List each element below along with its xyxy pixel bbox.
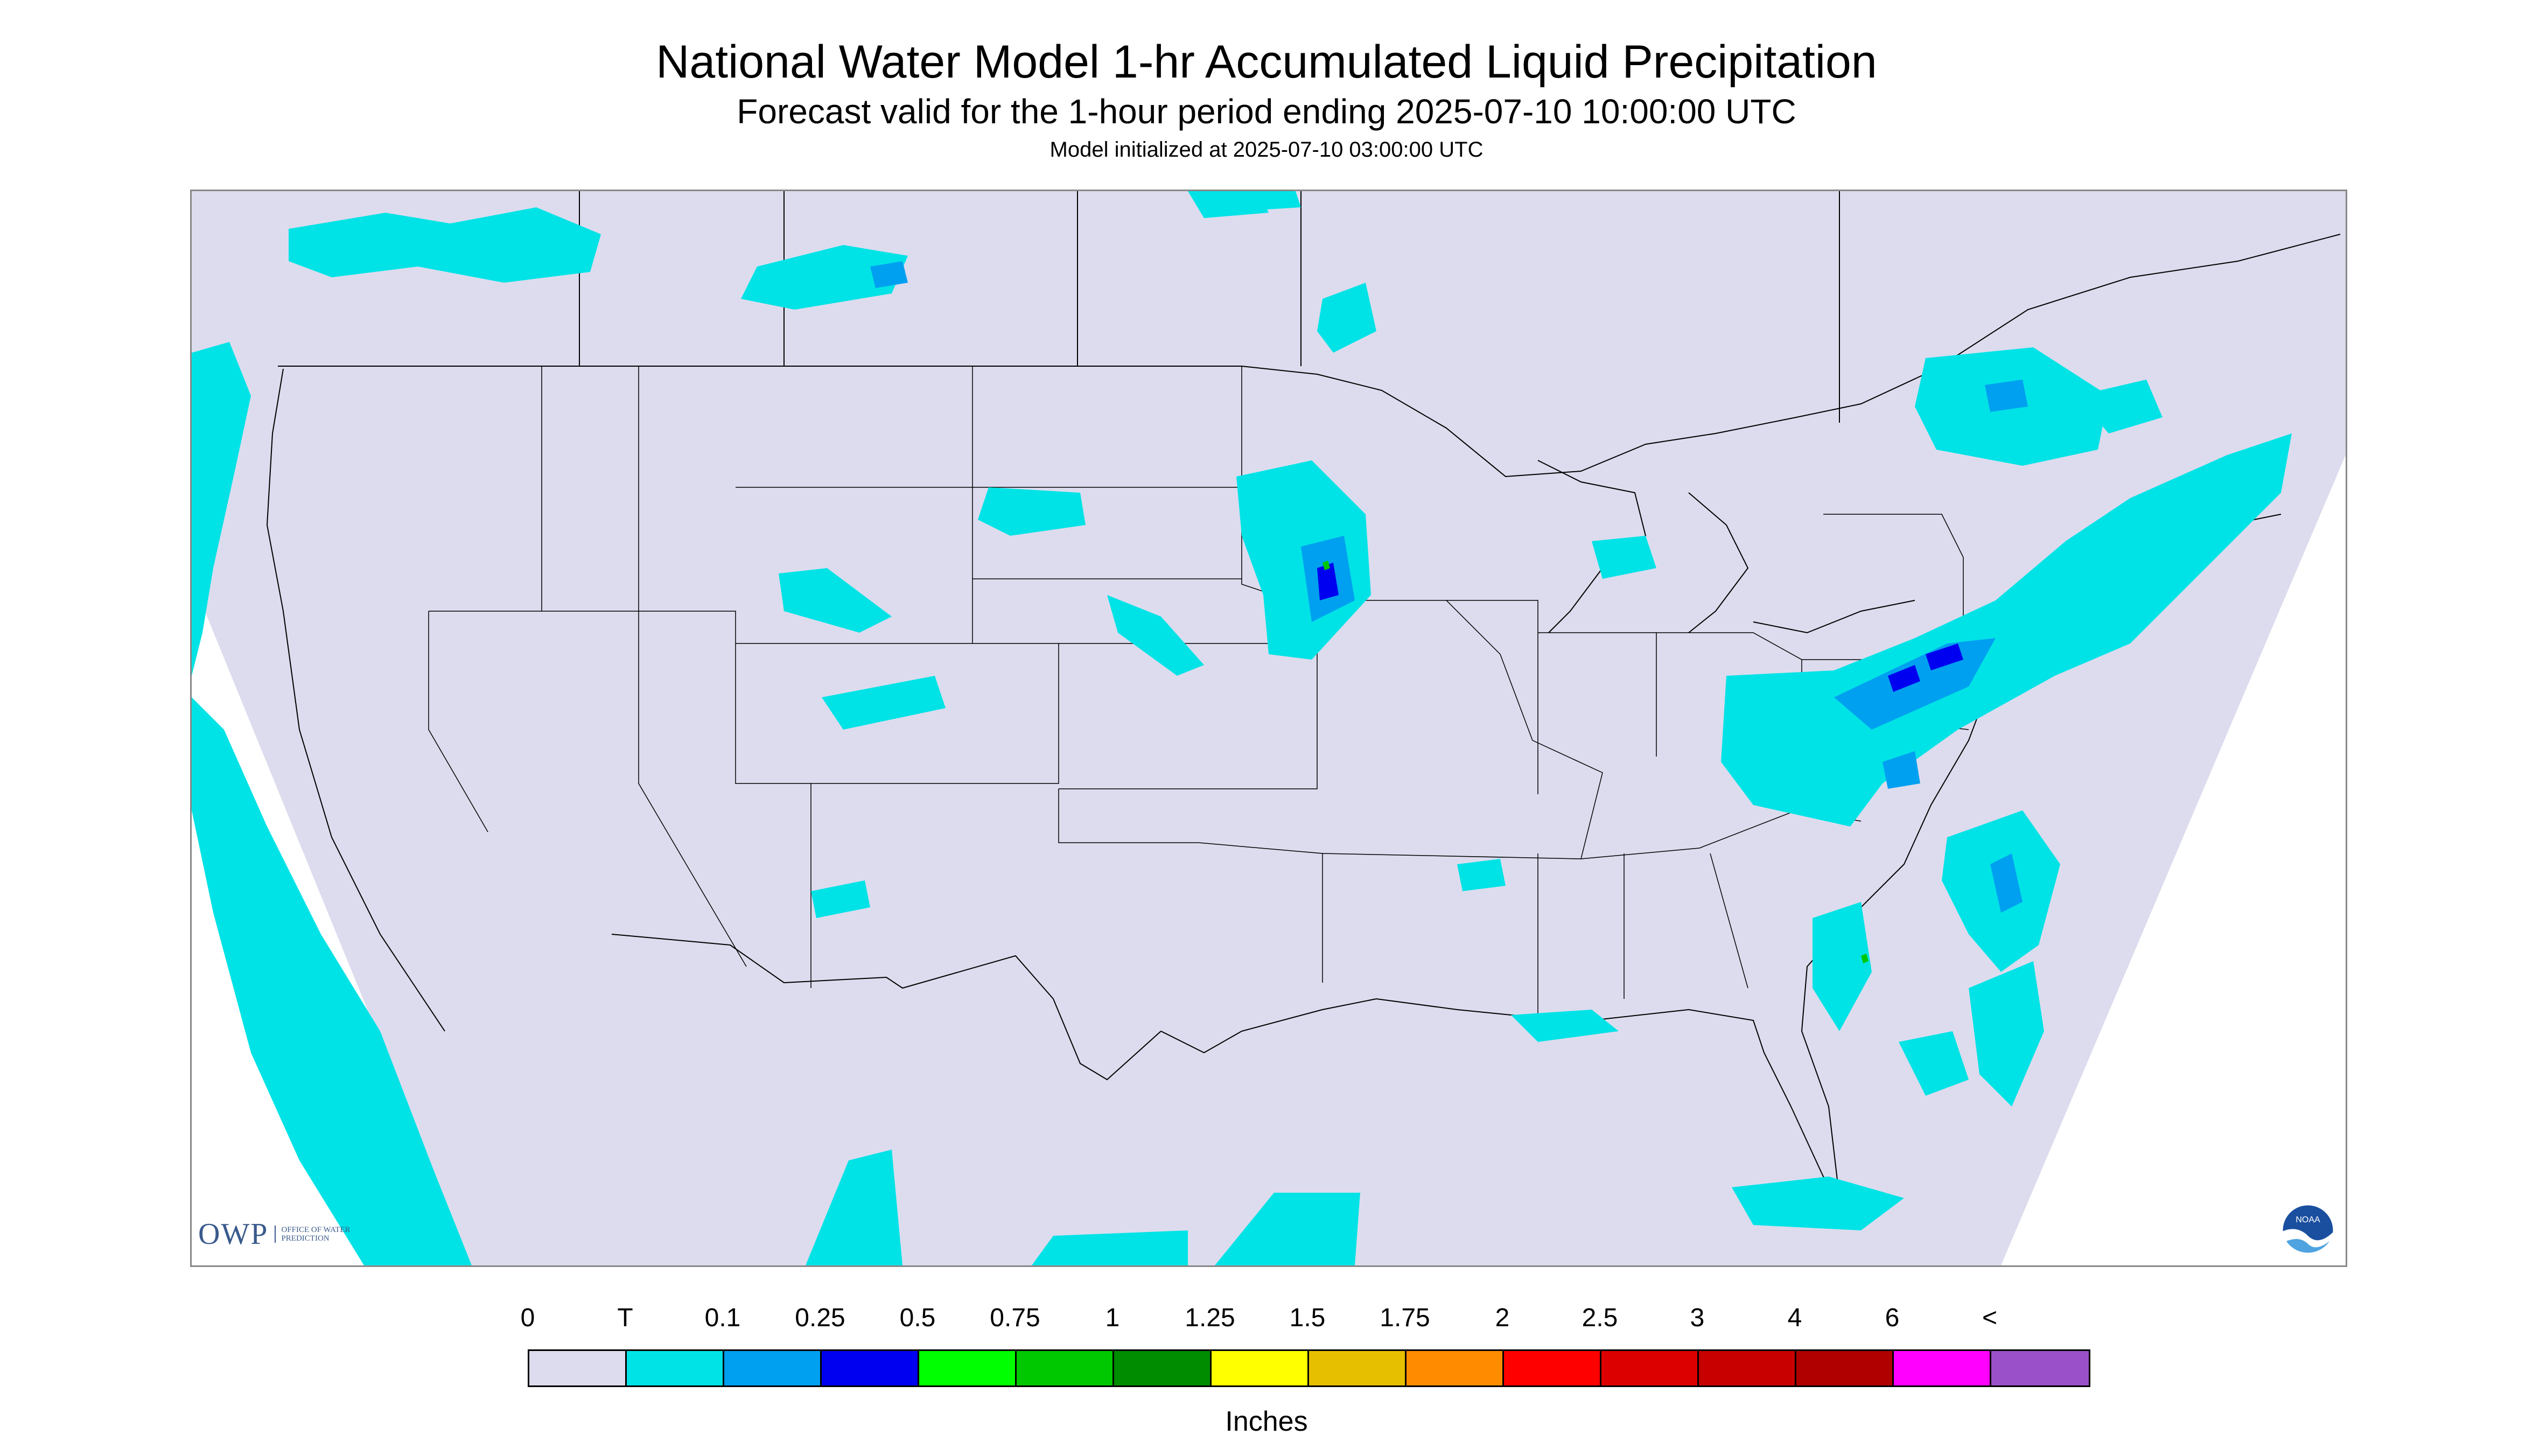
noaa-logo-icon: NOAA bbox=[2281, 1203, 2335, 1257]
legend-tick-label: < bbox=[1982, 1304, 1998, 1332]
legend-tick-label: 0.1 bbox=[704, 1304, 741, 1332]
precip-legend: 0 T 0.1 0.25 0.5 0.75 1 1.25 1.5 1.75 2 2.5 3 4 6 < bbox=[521, 1303, 2090, 1387]
boundaries bbox=[266, 191, 2341, 1199]
legend-tick-label: T bbox=[617, 1304, 633, 1332]
legend-swatch bbox=[529, 1351, 627, 1385]
model-init-text: Model initialized at 2025-07-10 03:00:00… bbox=[1049, 138, 1484, 162]
legend-tick-label: 0.25 bbox=[795, 1304, 845, 1332]
us-mexico-border bbox=[611, 934, 1161, 1081]
noaa-logo-text: NOAA bbox=[2296, 1215, 2320, 1224]
legend-colorbar bbox=[528, 1349, 2090, 1387]
legend-tick-label: 2 bbox=[1495, 1304, 1510, 1332]
precip-heavier-areas bbox=[870, 261, 2028, 963]
legend-swatch bbox=[1114, 1351, 1212, 1385]
legend-tick-label: 0 bbox=[520, 1304, 535, 1332]
legend-tick-label: 0.75 bbox=[990, 1304, 1040, 1332]
map-canvas[interactable] bbox=[192, 191, 2346, 1265]
legend-swatch bbox=[1309, 1351, 1407, 1385]
owp-logo-text: OFFICE OF WATER PREDICTION bbox=[275, 1226, 351, 1243]
precipitation-map[interactable]: OWP OFFICE OF WATER PREDICTION NOAA bbox=[190, 190, 2347, 1267]
legend-swatch bbox=[1991, 1351, 2089, 1385]
legend-swatch bbox=[1894, 1351, 1991, 1385]
map-subtitle: Forecast valid for the 1-hour period end… bbox=[737, 92, 1796, 131]
model-domain bbox=[192, 191, 2346, 1265]
map-title: National Water Model 1-hr Accumulated Li… bbox=[656, 36, 1877, 88]
legend-swatch bbox=[1601, 1351, 1699, 1385]
legend-swatch bbox=[1407, 1351, 1504, 1385]
legend-tick-label: 2.5 bbox=[1582, 1304, 1618, 1332]
legend-swatch bbox=[822, 1351, 919, 1385]
legend-swatch bbox=[1212, 1351, 1309, 1385]
legend-labels: 0 T 0.1 0.25 0.5 0.75 1 1.25 1.5 1.75 2 2.5 3 4 6 < bbox=[521, 1303, 2006, 1338]
legend-tick-label: 6 bbox=[1885, 1304, 1900, 1332]
legend-swatch bbox=[1504, 1351, 1601, 1385]
legend-tick-label: 0.5 bbox=[899, 1304, 936, 1332]
legend-swatch bbox=[1017, 1351, 1114, 1385]
legend-tick-label: 1.5 bbox=[1289, 1304, 1326, 1332]
legend-swatch bbox=[919, 1351, 1017, 1385]
legend-tick-label: 1.25 bbox=[1185, 1304, 1235, 1332]
us-canada-border bbox=[278, 234, 2341, 478]
legend-tick-label: 1 bbox=[1105, 1304, 1120, 1332]
legend-tick-label: 1.75 bbox=[1380, 1304, 1430, 1332]
owp-logo: OWP OFFICE OF WATER PREDICTION bbox=[198, 1217, 351, 1251]
legend-tick-label: 4 bbox=[1787, 1304, 1802, 1332]
legend-swatch bbox=[627, 1351, 724, 1385]
legend-unit-label: Inches bbox=[1225, 1406, 1308, 1437]
owp-logo-mark: OWP bbox=[198, 1217, 269, 1251]
legend-swatch bbox=[1699, 1351, 1796, 1385]
west-coast bbox=[266, 368, 445, 1032]
legend-swatch bbox=[1796, 1351, 1894, 1385]
legend-tick-label: 3 bbox=[1690, 1304, 1705, 1332]
legend-swatch bbox=[724, 1351, 822, 1385]
